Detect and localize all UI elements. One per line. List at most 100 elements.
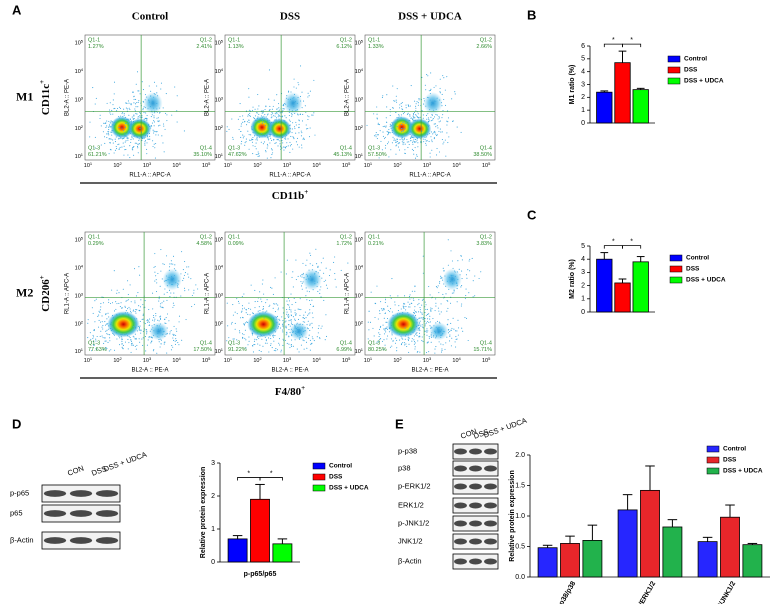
event-dot — [442, 109, 444, 112]
event-dot — [276, 121, 279, 123]
event-dot — [133, 95, 135, 97]
event-dot — [104, 321, 106, 323]
event-dot — [435, 134, 438, 137]
event-dot — [160, 303, 162, 305]
event-dot — [421, 76, 423, 79]
legend-swatch — [312, 462, 326, 470]
event-dot — [307, 128, 309, 130]
event-dot — [153, 266, 155, 268]
event-dot — [404, 143, 406, 145]
row-name: M1 — [16, 89, 33, 103]
event-dot — [108, 126, 110, 128]
quadrant-name: Q1-2 — [340, 234, 352, 240]
event-dot — [165, 322, 167, 325]
event-dot — [444, 348, 446, 350]
event-dot — [417, 104, 419, 106]
event-dot — [117, 143, 119, 146]
y-tick-label: 2 — [581, 282, 585, 289]
event-dot — [149, 138, 151, 140]
event-dot — [249, 115, 252, 117]
event-dot — [270, 114, 272, 116]
event-dot — [160, 88, 162, 90]
tick-exp: 4 — [81, 67, 84, 72]
x-tick-label: p-p65/p65 — [244, 571, 277, 578]
tick-exp: 1 — [370, 356, 373, 361]
event-dot — [103, 342, 105, 345]
bar — [614, 62, 631, 124]
event-dot — [135, 83, 137, 85]
event-dot — [305, 264, 307, 266]
significance-label: * — [630, 37, 633, 44]
event-dot — [421, 340, 423, 342]
y-tick-label: 0.5 — [515, 543, 525, 550]
significance-bracket — [622, 43, 642, 48]
event-dot — [193, 292, 195, 294]
event-dot — [248, 96, 250, 98]
plot-frame — [224, 231, 356, 356]
event-dot — [121, 113, 123, 115]
event-dot — [398, 114, 400, 116]
y-axis-label: Relative protein expression — [509, 470, 516, 561]
event-dot — [136, 145, 139, 148]
event-dot — [110, 131, 112, 133]
event-dot — [273, 334, 275, 336]
blot-row-label: p-p38 — [398, 446, 417, 455]
event-dot — [415, 115, 417, 117]
y-axis-label: M2 ratio (%) — [569, 259, 576, 299]
event-dot — [326, 287, 328, 289]
event-dot — [112, 113, 114, 115]
event-dot — [376, 118, 378, 120]
x-tick-label: 104 — [312, 356, 321, 364]
event-dot — [420, 325, 422, 327]
event-dot — [284, 321, 286, 323]
event-dot — [234, 311, 236, 313]
event-dot — [262, 308, 264, 311]
event-dot — [157, 134, 159, 136]
event-dot — [271, 153, 273, 156]
event-dot — [440, 131, 442, 133]
event-dot — [389, 311, 391, 313]
event-dot — [166, 313, 169, 315]
event-dot — [152, 308, 154, 310]
event-dot — [87, 319, 89, 321]
event-dot — [227, 325, 229, 327]
event-dot — [391, 334, 393, 336]
x-tick-label: 101 — [364, 161, 373, 169]
event-dot — [447, 319, 449, 321]
event-dot — [266, 137, 268, 139]
event-dot — [281, 147, 283, 149]
event-dot — [384, 344, 386, 346]
tick-base: 10 — [224, 163, 230, 169]
event-dot — [164, 318, 166, 320]
event-dot — [309, 339, 311, 341]
event-dot — [282, 109, 284, 111]
event-dot — [438, 130, 440, 132]
event-dot — [282, 338, 284, 340]
event-dot — [380, 325, 382, 327]
event-dot — [139, 93, 141, 95]
event-dot — [257, 108, 259, 110]
event-dot — [302, 113, 304, 115]
event-dot — [250, 284, 252, 286]
y-tick-label: 101 — [75, 347, 84, 355]
event-dot — [95, 340, 97, 342]
event-dot — [89, 121, 91, 123]
event-dot — [130, 139, 132, 141]
event-dot — [384, 312, 387, 314]
event-dot — [412, 118, 414, 120]
event-dot — [319, 292, 321, 295]
event-dot — [274, 113, 276, 115]
event-dot — [280, 349, 282, 351]
event-dot — [319, 337, 321, 339]
event-dot — [298, 119, 300, 121]
event-dot — [302, 100, 305, 102]
event-dot — [142, 337, 144, 339]
event-dot — [444, 139, 446, 141]
event-dot — [265, 106, 267, 108]
event-dot — [432, 118, 434, 120]
event-dot — [262, 306, 264, 308]
event-dot — [380, 337, 382, 340]
event-dot — [95, 338, 97, 340]
event-dot — [406, 345, 408, 348]
event-dot — [154, 157, 156, 159]
